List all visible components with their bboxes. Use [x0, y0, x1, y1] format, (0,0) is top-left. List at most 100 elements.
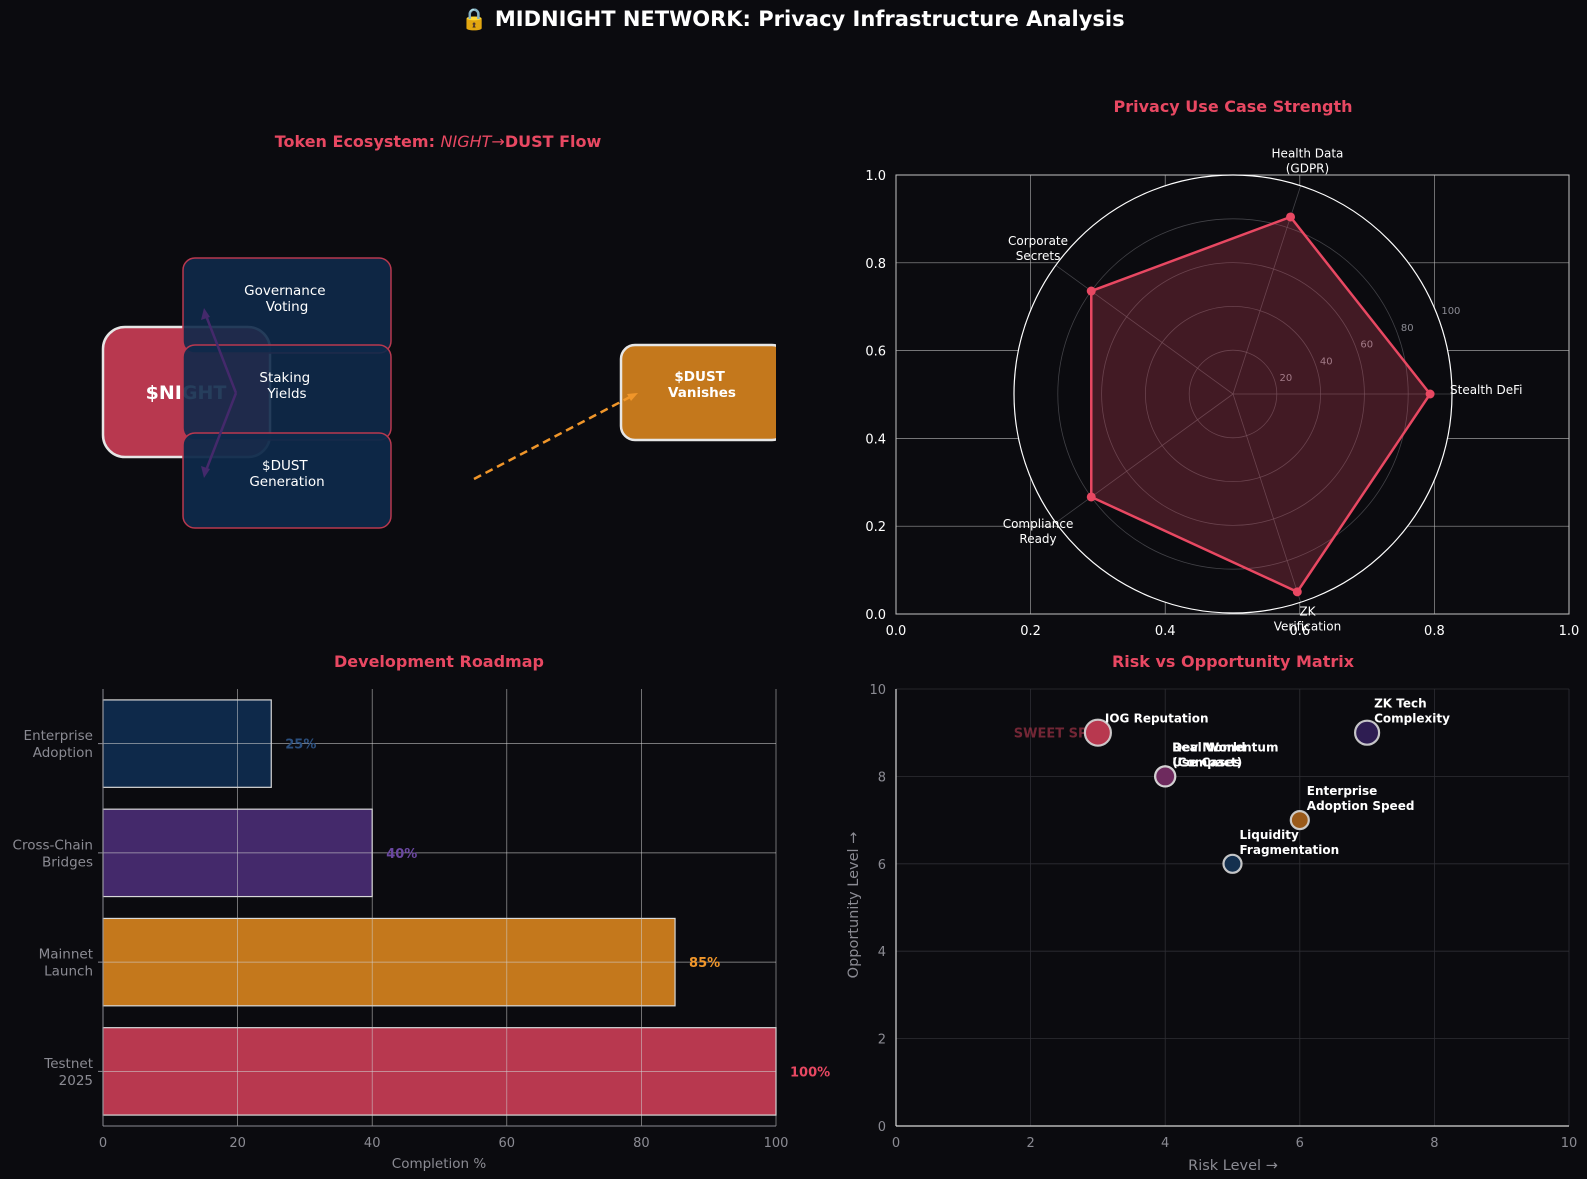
roadmap-x-axis-label: Completion % — [392, 1156, 487, 1172]
arrow-to-generation — [203, 392, 238, 474]
token-ecosystem-title: Token Ecosystem: NIGHT→DUST Flow — [275, 132, 602, 151]
node-label-line: Yields — [266, 386, 306, 402]
radar-point — [1425, 389, 1435, 399]
radar-category-label: Corporate Secrets — [1008, 234, 1068, 263]
arrow-to-governance-head — [201, 308, 210, 320]
roadmap-value-label: 100% — [790, 1065, 830, 1080]
token-ecosystem-panel: Token Ecosystem: NIGHT→DUST Flow $NIGHT … — [101, 132, 796, 529]
radar-outer-ring — [1013, 174, 1453, 614]
radar-frame-y-tick: 0.4 — [865, 432, 886, 447]
figure-title: 🔒 MIDNIGHT NETWORK: Privacy Infrastructu… — [461, 7, 1124, 31]
radar-category-label-line: Verification — [1274, 620, 1341, 634]
risk-x-tick: 6 — [1296, 1136, 1304, 1151]
radar-category-label-line: Ready — [1019, 532, 1056, 546]
radar-point — [1292, 587, 1302, 597]
radar-point — [1086, 286, 1096, 296]
risk-y-tick: 2 — [878, 1033, 886, 1048]
radar-frame-x-tick: 0.0 — [886, 624, 907, 639]
risk-point-label-line: Complexity — [1374, 712, 1450, 726]
node-label-line: Generation — [249, 474, 324, 490]
radar-r-tick: 80 — [1401, 323, 1414, 334]
risk-y-tick: 4 — [878, 945, 886, 960]
risk-matrix-panel: Risk vs Opportunity Matrix 0 2 4 6 8 10 0 2 4 6 8 1… — [846, 652, 1577, 1174]
node-label-line: Vanishes — [668, 385, 736, 401]
panel-clip-mask — [776, 340, 796, 445]
risk-point — [1154, 765, 1177, 788]
generation-node — [182, 432, 392, 529]
radar-frame-x-tick: 0.8 — [1424, 624, 1445, 639]
risk-y-tick: 10 — [869, 683, 886, 698]
roadmap-x-tick: 40 — [364, 1136, 381, 1151]
radar-r-tick: 20 — [1279, 373, 1292, 384]
roadmap-category-label-line: Enterprise — [24, 728, 93, 744]
risk-y-tick: 0 — [878, 1120, 886, 1135]
risk-point-label-line: Use Cases — [1172, 755, 1241, 769]
radar-frame-y-tick: 0.2 — [865, 520, 886, 535]
radar-category-label: ZK Verification — [1274, 605, 1341, 634]
risk-title: Risk vs Opportunity Matrix — [1112, 652, 1355, 671]
dust-vanishes-label: $DUST Vanishes — [668, 369, 736, 401]
staking-node-label: Staking Yields — [259, 370, 314, 402]
radar-frame-y-tick: 0.6 — [865, 345, 886, 360]
radar-category-label: Stealth DeFi — [1450, 383, 1523, 397]
risk-point-label-line: Fragmentation — [1240, 843, 1340, 857]
arrow-to-generation-head — [201, 466, 210, 478]
radar-r-tick: 40 — [1320, 356, 1333, 367]
risk-x-tick: 4 — [1161, 1136, 1169, 1151]
roadmap-value-label: 40% — [386, 847, 417, 862]
risk-x-tick: 2 — [1026, 1136, 1034, 1151]
radar-r-tick: 60 — [1360, 340, 1373, 351]
dust-flow-arrow-head — [627, 393, 638, 401]
radar-spoke — [1055, 393, 1234, 524]
roadmap-x-tick: 0 — [99, 1136, 107, 1151]
node-label-line: Voting — [266, 299, 309, 315]
radar-category-label-line: Stealth DeFi — [1450, 383, 1523, 397]
radar-series-polygon — [1090, 215, 1432, 594]
risk-point-label-line: Real World — [1172, 740, 1245, 754]
radar-frame-x-tick: 0.4 — [1155, 624, 1176, 639]
risk-y-tick: 8 — [878, 770, 886, 785]
risk-x-tick: 10 — [1561, 1136, 1578, 1151]
risk-point — [1353, 719, 1381, 746]
roadmap-category-label: Cross-Chain Bridges — [13, 837, 93, 870]
dust-flow-arrow — [473, 395, 631, 481]
risk-point-label-line: (Compact) — [1172, 755, 1242, 769]
risk-point-label: Enterprise Adoption Speed — [1307, 784, 1415, 813]
governance-node-label: Governance Voting — [244, 283, 330, 315]
roadmap-category-label: Enterprise Adoption — [24, 728, 93, 761]
radar-frame-x-tick: 0.2 — [1020, 624, 1041, 639]
risk-point — [1083, 718, 1113, 747]
roadmap-value-label: 25% — [285, 738, 316, 753]
radar-frame-x-tick: 0.6 — [1289, 624, 1310, 639]
radar-point — [1286, 212, 1296, 222]
risk-x-axis-label: Risk Level → — [1188, 1158, 1278, 1174]
risk-point-label: Liquidity Fragmentation — [1240, 828, 1340, 857]
radar-spoke — [1232, 393, 1302, 603]
risk-point-label-line: Enterprise — [1307, 784, 1377, 798]
roadmap-category-label: Testnet 2025 — [43, 1056, 93, 1089]
risk-point-label-line: Liquidity — [1240, 828, 1299, 842]
risk-point-label: IOG Reputation — [1105, 712, 1209, 726]
roadmap-category-label-line: Testnet — [43, 1056, 93, 1072]
roadmap-x-tick: 100 — [764, 1136, 789, 1151]
radar-plot: 20 40 60 80 100 Stealth DeFi Health Data (GDPR)… — [1003, 146, 1523, 633]
radar-frame-x-tick: 1.0 — [1559, 624, 1580, 639]
radar-spoke — [1055, 264, 1234, 395]
privacy-radar-panel: Privacy Use Case Strength 0.0 0.2 0.4 0.6 0.… — [865, 97, 1579, 639]
radar-category-label-line: Health Data — [1272, 146, 1344, 160]
risk-point-label-line: Adoption Speed — [1307, 799, 1415, 813]
risk-point-label: Real World Use Cases — [1172, 740, 1245, 769]
radar-point — [1086, 492, 1096, 502]
roadmap-plot: 0 20 40 60 80 100 Enterprise Adoption 25% Cross-C… — [13, 689, 830, 1151]
radar-frame-y-tick: 1.0 — [865, 169, 886, 184]
roadmap-category-label-line: Launch — [44, 964, 93, 980]
radar-category-label: Compliance Ready — [1003, 517, 1074, 546]
radar-frame-y-tick: 0.0 — [865, 608, 886, 623]
radar-title: Privacy Use Case Strength — [1113, 97, 1352, 116]
risk-x-tick: 8 — [1430, 1136, 1438, 1151]
risk-y-axis-label: Opportunity Level → — [846, 832, 862, 979]
roadmap-value-label: 85% — [689, 956, 720, 971]
radar-category-label-line: Secrets — [1016, 249, 1061, 263]
radar-category-label-line: Corporate — [1008, 234, 1068, 248]
roadmap-category-label: Mainnet Launch — [39, 947, 93, 980]
